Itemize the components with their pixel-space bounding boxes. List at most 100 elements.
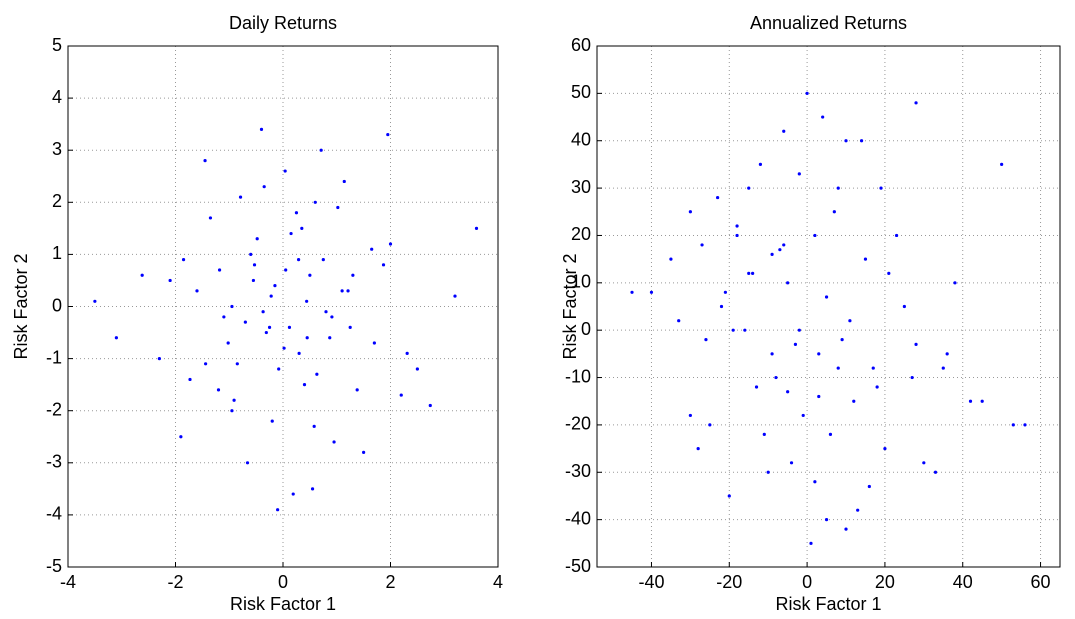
point (832, 210, 836, 214)
point (859, 139, 864, 143)
point (157, 357, 161, 361)
point (283, 169, 287, 173)
point (836, 186, 840, 190)
point (793, 342, 798, 346)
x-tick-label: -4 (60, 572, 76, 592)
y-axis-label: Risk Factor 2 (560, 253, 580, 359)
point (415, 367, 419, 371)
point (386, 132, 390, 137)
point (388, 242, 393, 246)
point (727, 494, 731, 498)
point (933, 470, 938, 474)
x-axis-label: Risk Factor 1 (775, 594, 881, 614)
point (346, 289, 350, 293)
y-tick-label: -5 (46, 556, 62, 576)
point (355, 388, 359, 392)
point (243, 320, 247, 324)
y-tick-label: 60 (571, 35, 591, 55)
point (261, 310, 265, 314)
point (302, 383, 307, 387)
point (883, 446, 887, 451)
point (1011, 423, 1015, 427)
point (980, 399, 984, 403)
point (844, 527, 848, 531)
point (770, 252, 774, 256)
point (867, 484, 871, 489)
point (778, 248, 782, 252)
point (782, 129, 786, 133)
point (786, 281, 790, 285)
y-tick-label: 40 (571, 129, 591, 149)
point (863, 257, 868, 261)
point (770, 352, 774, 356)
point (700, 243, 704, 247)
point (330, 315, 334, 319)
point (1023, 423, 1027, 427)
point (204, 362, 208, 366)
point (786, 390, 790, 394)
point (284, 268, 288, 272)
point (259, 127, 264, 131)
point (789, 461, 794, 465)
point (287, 325, 292, 329)
point (871, 366, 875, 370)
point (179, 435, 183, 439)
y-tick-label: -30 (565, 461, 591, 481)
point (251, 278, 256, 283)
point (249, 252, 253, 256)
y-tick-label: -20 (565, 414, 591, 434)
point (766, 470, 770, 474)
point (828, 432, 833, 436)
point (93, 299, 97, 303)
point (232, 398, 236, 402)
point (719, 304, 724, 309)
point (203, 159, 207, 163)
chart-title: Annualized Returns (750, 13, 907, 33)
x-tick-label: -2 (167, 572, 183, 592)
x-tick-label: 20 (875, 572, 895, 592)
point (751, 271, 755, 275)
point (351, 273, 355, 277)
point (801, 413, 805, 418)
point (922, 461, 926, 465)
point (208, 216, 213, 220)
point (328, 336, 332, 340)
point (836, 366, 840, 370)
point (297, 351, 301, 355)
point (762, 432, 766, 436)
point (743, 328, 747, 332)
point (953, 281, 957, 285)
y-tick-label: -10 (565, 366, 591, 386)
point (372, 341, 376, 345)
point (879, 186, 883, 190)
y-axis-label: Risk Factor 2 (11, 253, 31, 359)
point (813, 233, 817, 238)
point (321, 258, 325, 262)
point (308, 273, 312, 277)
y-tick-label: 3 (52, 139, 62, 159)
point (264, 330, 268, 335)
point (181, 258, 186, 262)
point (362, 450, 366, 454)
point (217, 268, 222, 272)
point (216, 388, 221, 392)
point (252, 263, 257, 267)
point (296, 258, 301, 262)
point (914, 101, 918, 105)
point (708, 423, 712, 427)
point (856, 508, 860, 512)
point (312, 424, 316, 428)
point (324, 310, 328, 314)
point (821, 115, 825, 119)
y-tick-label: 10 (571, 272, 591, 292)
point (282, 346, 286, 350)
point (817, 352, 821, 356)
point (226, 341, 230, 345)
point (342, 179, 346, 184)
y-tick-label: 0 (52, 295, 62, 315)
point (805, 91, 809, 95)
point (114, 336, 118, 340)
point (336, 205, 340, 210)
point (735, 224, 739, 228)
